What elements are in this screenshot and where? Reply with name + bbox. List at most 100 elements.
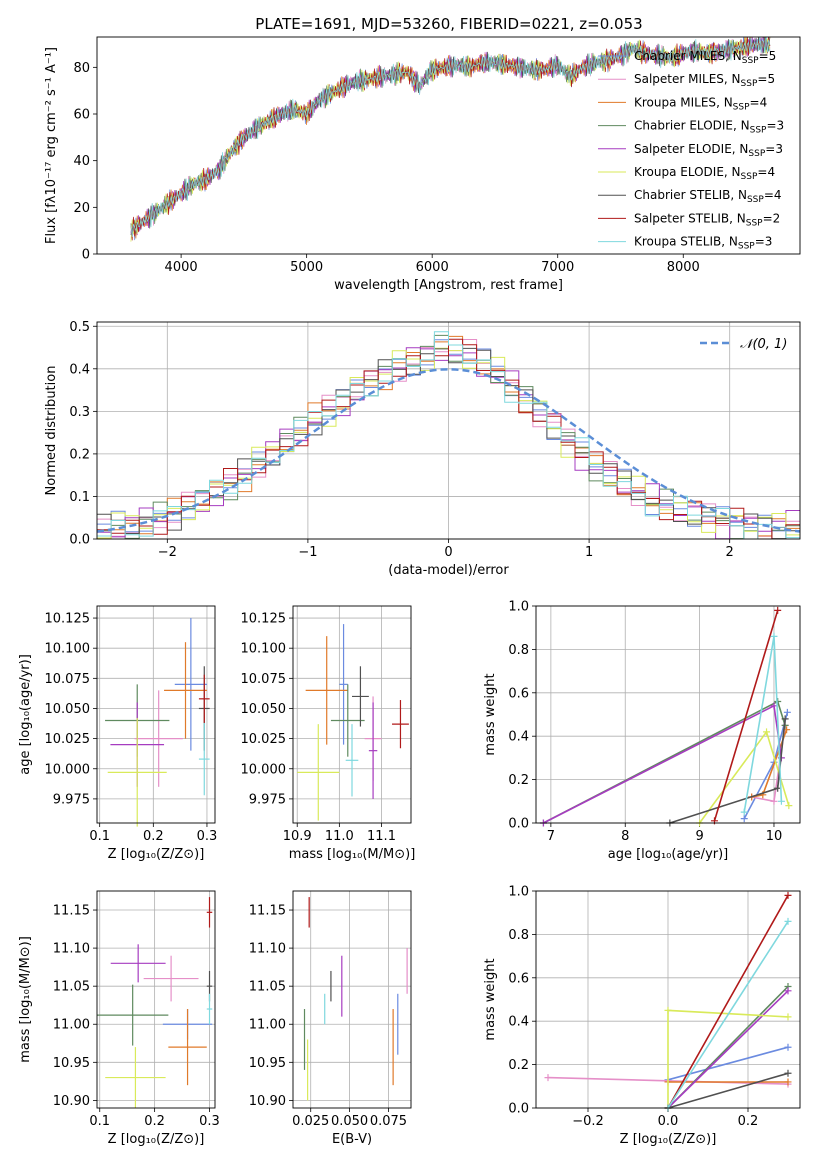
normal-legend-label: 𝒩(0, 1) bbox=[740, 337, 787, 352]
weight-point-marker bbox=[783, 708, 791, 716]
y-axis-label: Normed distribution bbox=[44, 366, 59, 496]
y-tick-label: 0.8 bbox=[508, 643, 529, 658]
legend-nssp-value: =3 bbox=[766, 119, 784, 133]
y-axis-label: age [log₁₀(age/yr)] bbox=[18, 654, 33, 775]
weight-point-marker bbox=[770, 797, 778, 805]
legend-nssp-prefix: , N bbox=[729, 211, 746, 225]
y-tick-label: 10.075 bbox=[45, 672, 91, 687]
y-axis-label: mass weight bbox=[483, 673, 498, 755]
legend-nssp-sub: SSP bbox=[738, 242, 755, 252]
y-tick-label: 11.00 bbox=[249, 1018, 286, 1033]
y-tick-label: 11.10 bbox=[249, 942, 286, 957]
y-tick-label: 11.05 bbox=[249, 980, 286, 995]
legend-entry: Chabrier ELODIE, NSSP=3 bbox=[634, 119, 784, 136]
x-axis-label: mass [log₁₀(M/M⊙)] bbox=[289, 847, 416, 862]
x-tick-label: 0.3 bbox=[197, 829, 218, 844]
x-tick-label: 10.9 bbox=[283, 829, 312, 844]
y-axis-label: mass [log₁₀(M/M⊙)] bbox=[18, 936, 33, 1063]
y-tick-label: 11.15 bbox=[53, 904, 90, 919]
spectrum-line-7 bbox=[130, 37, 771, 241]
legend-nssp-sub: SSP bbox=[733, 102, 750, 112]
legend-nssp-sub: SSP bbox=[748, 149, 765, 159]
legend-entry: Kroupa ELODIE, NSSP=4 bbox=[634, 165, 775, 182]
x-tick-label: −0.2 bbox=[572, 1114, 604, 1129]
x-tick-label: 0.050 bbox=[331, 1114, 368, 1129]
weight-point-marker bbox=[763, 728, 771, 736]
y-tick-label: 10.95 bbox=[53, 1056, 90, 1071]
legend-nssp-sub: SSP bbox=[741, 79, 758, 89]
legend-nssp-prefix: , N bbox=[733, 119, 750, 133]
x-axis-label: Z [log₁₀(Z/Z⊙)] bbox=[108, 847, 205, 862]
weight-point-marker bbox=[777, 797, 785, 805]
plot-frame bbox=[96, 605, 216, 824]
y-tick-label: 0.2 bbox=[508, 773, 529, 788]
x-tick-label: 11.1 bbox=[367, 829, 396, 844]
y-tick-label: 10.025 bbox=[241, 732, 287, 747]
y-tick-label: 10.125 bbox=[241, 612, 287, 627]
legend-entry: Chabrier STELIB, NSSP=4 bbox=[634, 188, 782, 205]
weight-point-marker bbox=[740, 815, 748, 823]
y-tick-label: 11.15 bbox=[249, 904, 286, 919]
x-tick-label: 0.075 bbox=[370, 1114, 407, 1129]
y-tick-label: 0.2 bbox=[69, 447, 90, 462]
y-tick-label: 1.0 bbox=[508, 600, 529, 615]
weight-line-4 bbox=[667, 990, 789, 1109]
weight-point-marker bbox=[784, 917, 792, 925]
legend-nssp-value: =2 bbox=[763, 211, 781, 225]
y-tick-label: 9.975 bbox=[249, 792, 286, 807]
legend-nssp-prefix: , N bbox=[721, 235, 738, 249]
spectrum-line-8 bbox=[130, 37, 771, 238]
y-tick-label: 10.125 bbox=[45, 612, 91, 627]
weight-point-marker bbox=[785, 802, 793, 810]
legend-nssp-value: =4 bbox=[750, 95, 768, 109]
x-tick-label: 10 bbox=[766, 829, 783, 844]
y-tick-label: 11.10 bbox=[53, 942, 90, 957]
y-tick-label: 10.100 bbox=[45, 642, 91, 657]
legend-nssp-prefix: , N bbox=[725, 49, 742, 63]
y-tick-label: 20 bbox=[73, 201, 90, 216]
weight-line-0 bbox=[667, 1046, 789, 1081]
legend-entry: Salpeter ELODIE, NSSP=3 bbox=[634, 142, 783, 159]
weight-point-marker bbox=[784, 1078, 792, 1086]
legend-model-name: Chabrier STELIB bbox=[634, 188, 730, 202]
weight-point-marker bbox=[770, 702, 778, 710]
y-tick-label: 40 bbox=[73, 154, 90, 169]
y-axis-label: Flux [fλ10⁻¹⁷ erg cm⁻² s⁻¹ A⁻¹] bbox=[44, 47, 59, 244]
x-axis-label: E(B-V) bbox=[332, 1132, 372, 1147]
legend-model-name: Kroupa MILES bbox=[634, 95, 716, 109]
y-axis-label: mass weight bbox=[483, 958, 498, 1040]
y-tick-label: 1.0 bbox=[508, 885, 529, 900]
legend-model-name: Kroupa STELIB bbox=[634, 235, 721, 249]
x-tick-label: 4000 bbox=[165, 260, 198, 275]
y-tick-label: 10.100 bbox=[241, 642, 287, 657]
legend-model-name: Salpeter ELODIE bbox=[634, 142, 732, 156]
y-tick-label: 0.0 bbox=[508, 1102, 529, 1117]
x-axis-label: age [log₁₀(age/yr)] bbox=[608, 847, 729, 862]
weight-line-6 bbox=[667, 1072, 789, 1109]
x-tick-label: 8000 bbox=[667, 260, 700, 275]
y-tick-label: 10.90 bbox=[53, 1094, 90, 1109]
y-tick-label: 10.050 bbox=[241, 702, 287, 717]
weight-point-marker bbox=[784, 891, 792, 899]
x-axis-label: wavelength [Angstrom, rest frame] bbox=[334, 278, 563, 293]
weight-point-marker bbox=[781, 715, 789, 723]
x-tick-label: 7 bbox=[547, 829, 555, 844]
y-tick-label: 0 bbox=[82, 248, 90, 263]
weight-point-marker bbox=[770, 632, 778, 640]
plot-frame bbox=[96, 36, 801, 255]
legend-nssp-value: =5 bbox=[759, 49, 777, 63]
y-tick-label: 80 bbox=[73, 61, 90, 76]
legend-model-name: Chabrier MILES bbox=[634, 49, 725, 63]
legend-entry: Salpeter MILES, NSSP=5 bbox=[634, 72, 775, 89]
y-tick-label: 0.1 bbox=[69, 490, 90, 505]
x-tick-label: 0.2 bbox=[144, 1114, 165, 1129]
x-tick-label: 0.1 bbox=[89, 1114, 110, 1129]
y-tick-label: 9.975 bbox=[53, 792, 90, 807]
legend-nssp-value: =5 bbox=[757, 72, 775, 86]
weight-point-marker bbox=[784, 987, 792, 995]
y-tick-label: 10.90 bbox=[249, 1094, 286, 1109]
legend-nssp-prefix: , N bbox=[724, 165, 741, 179]
legend-nssp-sub: SSP bbox=[747, 195, 764, 205]
legend-nssp-value: =4 bbox=[757, 165, 775, 179]
plot-frame bbox=[535, 605, 801, 824]
